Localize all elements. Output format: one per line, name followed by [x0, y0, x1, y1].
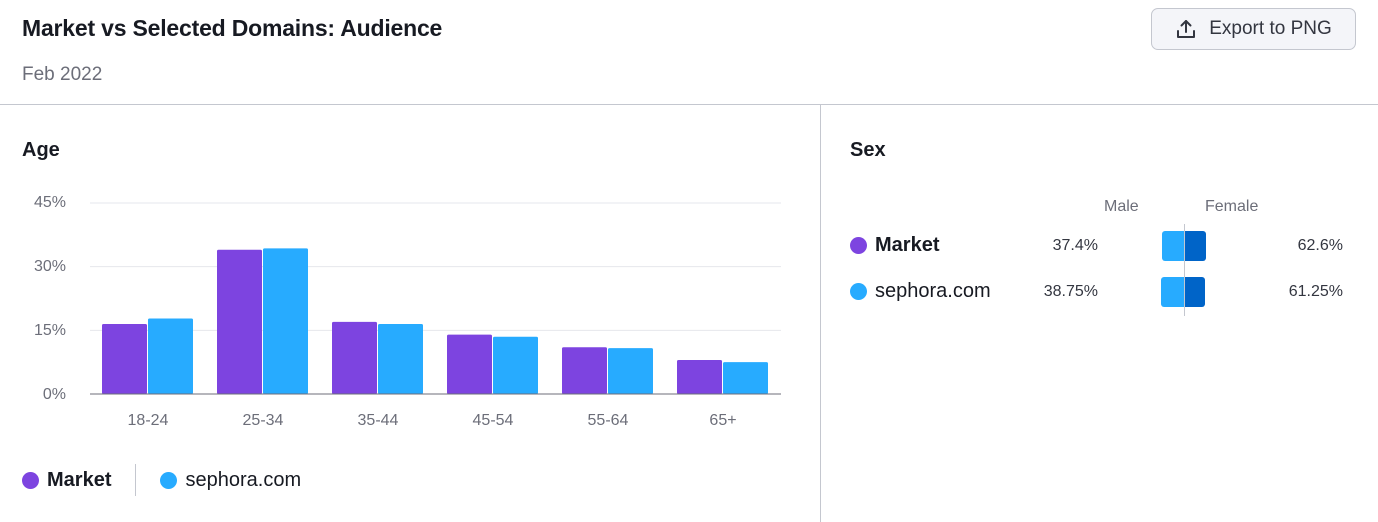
date-label: Feb 2022 [22, 64, 103, 85]
bar-market-55-64[interactable] [562, 347, 607, 394]
x-tick-label: 65+ [709, 412, 737, 429]
sex-bar-female-1[interactable] [1185, 277, 1206, 307]
panel-divider [820, 105, 821, 522]
sex-chart-title: Sex [850, 139, 886, 161]
legend-label: sephora.com [185, 468, 302, 491]
y-tick-label: 0% [42, 386, 66, 403]
legend-divider [135, 464, 137, 496]
sephora-dot-icon [160, 471, 178, 489]
legend-item-market[interactable]: Market [22, 469, 111, 492]
age-chart-title: Age [22, 139, 60, 161]
bar-market-35-44[interactable] [332, 321, 377, 394]
legend-label: Market [47, 468, 112, 491]
female-value: 62.6% [1297, 237, 1343, 254]
sex-bar-female-0[interactable] [1185, 231, 1207, 261]
bar-market-18-24[interactable] [102, 323, 147, 394]
x-tick-label: 25-34 [242, 412, 284, 429]
sex-row-label: Market [875, 234, 940, 256]
page-title: Market vs Selected Domains: Audience [22, 15, 443, 41]
legend-item-sephora[interactable]: sephora.com [160, 469, 301, 492]
x-tick-label: 35-44 [357, 412, 399, 429]
export-button-label: Export to PNG [1209, 18, 1332, 39]
bar-sephora-55-64[interactable] [608, 348, 653, 394]
male-value: 38.75% [1043, 283, 1098, 300]
bar-sephora-45-54[interactable] [493, 336, 538, 394]
sex-bar-male-0[interactable] [1161, 231, 1184, 261]
sex-center-axis [1184, 224, 1185, 316]
female-column-header: Female [1205, 198, 1259, 215]
market-dot-icon [850, 237, 867, 254]
male-column-header: Male [1104, 198, 1139, 215]
sex-row-label: sephora.com [875, 280, 991, 302]
y-tick-label: 30% [33, 258, 66, 275]
bar-market-45-54[interactable] [447, 334, 492, 394]
market-dot-icon [22, 471, 39, 489]
bar-sephora-18-24[interactable] [148, 318, 193, 394]
header: Market vs Selected Domains: Audience Feb… [0, 0, 1378, 105]
upload-icon [1177, 20, 1196, 38]
age-legend: Market sephora.com [22, 464, 301, 496]
sephora-dot-icon [850, 283, 867, 300]
bar-sephora-25-34[interactable] [263, 248, 308, 394]
male-value: 37.4% [1052, 237, 1098, 254]
y-tick-label: 45% [33, 194, 66, 211]
y-tick-label: 15% [33, 322, 66, 339]
bar-market-65+[interactable] [677, 360, 722, 394]
sex-bar-male-1[interactable] [1160, 277, 1184, 307]
export-to-png-button[interactable]: Export to PNG [1151, 8, 1356, 50]
x-tick-label: 18-24 [127, 412, 169, 429]
sex-row-sephora: sephora.com [850, 280, 991, 303]
sex-row-market: Market [850, 234, 939, 257]
bar-sephora-65+[interactable] [723, 362, 768, 394]
female-value: 61.25% [1288, 283, 1343, 300]
x-tick-label: 55-64 [587, 412, 629, 429]
bar-sephora-35-44[interactable] [378, 323, 423, 394]
bar-market-25-34[interactable] [217, 249, 262, 394]
age-chart [90, 202, 781, 395]
x-tick-label: 45-54 [472, 412, 514, 429]
